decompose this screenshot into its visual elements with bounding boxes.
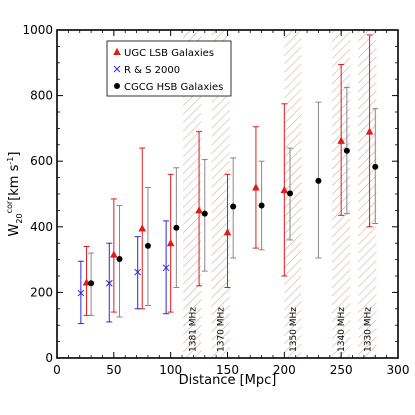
x-tick-label: 0 [53, 363, 61, 377]
x-tick-label: 50 [106, 363, 121, 377]
triangle-marker [252, 183, 260, 191]
circle-marker [144, 242, 151, 249]
circle-marker [88, 280, 95, 287]
triangle-marker [280, 185, 289, 194]
band-label: 1340 MHz [337, 307, 347, 352]
circle-marker [201, 210, 208, 217]
band-label: 1381 MHz [188, 307, 198, 352]
legend-label: R & S 2000 [124, 65, 180, 76]
circle-marker [173, 224, 180, 231]
triangle-marker [166, 239, 175, 247]
triangle-marker [138, 224, 147, 232]
circle-marker [230, 203, 237, 210]
band-hatch [183, 31, 202, 357]
y-axis-title-subscript: 20 [15, 213, 24, 223]
x-axis-title: Distance [Mpc] [179, 373, 277, 388]
band-label: 1370 MHz [217, 307, 227, 352]
series-group [88, 86, 379, 318]
triangle-marker [113, 47, 121, 55]
circle-marker [287, 190, 294, 197]
band-hatch [358, 31, 377, 357]
y-tick-label: 0 [45, 351, 53, 365]
circle-marker [116, 255, 123, 262]
y-axis-title-unit-close: ] [7, 152, 22, 157]
x-marker-stroke [113, 65, 121, 73]
y-tick-label: 200 [30, 285, 53, 299]
y-axis-title-unit-exponent: -1 [6, 157, 15, 165]
x-tick-label: 150 [216, 363, 239, 377]
triangle-marker [110, 250, 118, 258]
x-marker-stroke [162, 264, 170, 272]
x-tick-label: 200 [273, 363, 296, 377]
x-marker [105, 279, 113, 287]
y-axis-title-unit: [km s [7, 164, 22, 200]
circle-marker [343, 147, 350, 154]
x-marker [77, 289, 85, 297]
triangle-marker [365, 127, 374, 135]
y-tick-label: 400 [30, 220, 53, 234]
band-hatch [211, 31, 230, 357]
triangle-marker [195, 206, 203, 214]
axis-ticks: 0 50 100 150 200 250 300 0 200 400 600 800 1000 [22, 23, 409, 377]
legend-box [106, 40, 232, 97]
x-tick-label: 300 [387, 363, 410, 377]
y-axis-title-main: W [7, 223, 22, 236]
x-tick-label: 250 [330, 363, 353, 377]
x-marker-stroke [134, 268, 142, 276]
legend-label: UGC LSB Galaxies [124, 48, 214, 59]
band-label: 1330 MHz [363, 307, 373, 352]
triangle-marker [337, 136, 345, 144]
y-axis-title: W20cor[km s-1] [5, 152, 24, 237]
x-marker-stroke [105, 279, 113, 287]
y-tick-label: 800 [30, 89, 53, 103]
circle-marker [315, 177, 322, 184]
x-marker [162, 264, 170, 272]
x-tick-label: 100 [159, 363, 182, 377]
circle-marker [114, 83, 120, 89]
y-axis-title-superscript: cor [5, 200, 14, 213]
legend: UGC LSB Galaxies R & S 2000 CGCG HSB Galax… [106, 40, 232, 97]
band-label: 1350 MHz [289, 307, 299, 352]
data-series [77, 34, 379, 325]
y-tick-label: 1000 [22, 23, 53, 37]
x-marker [113, 65, 121, 73]
circle-marker [372, 163, 379, 170]
series-group [77, 220, 170, 325]
x-marker [134, 268, 142, 276]
legend-label: CGCG HSB Galaxies [124, 82, 223, 93]
x-marker-stroke [77, 289, 85, 297]
y-tick-label: 600 [30, 154, 53, 168]
circle-marker [258, 202, 265, 209]
triangle-marker [223, 228, 232, 236]
